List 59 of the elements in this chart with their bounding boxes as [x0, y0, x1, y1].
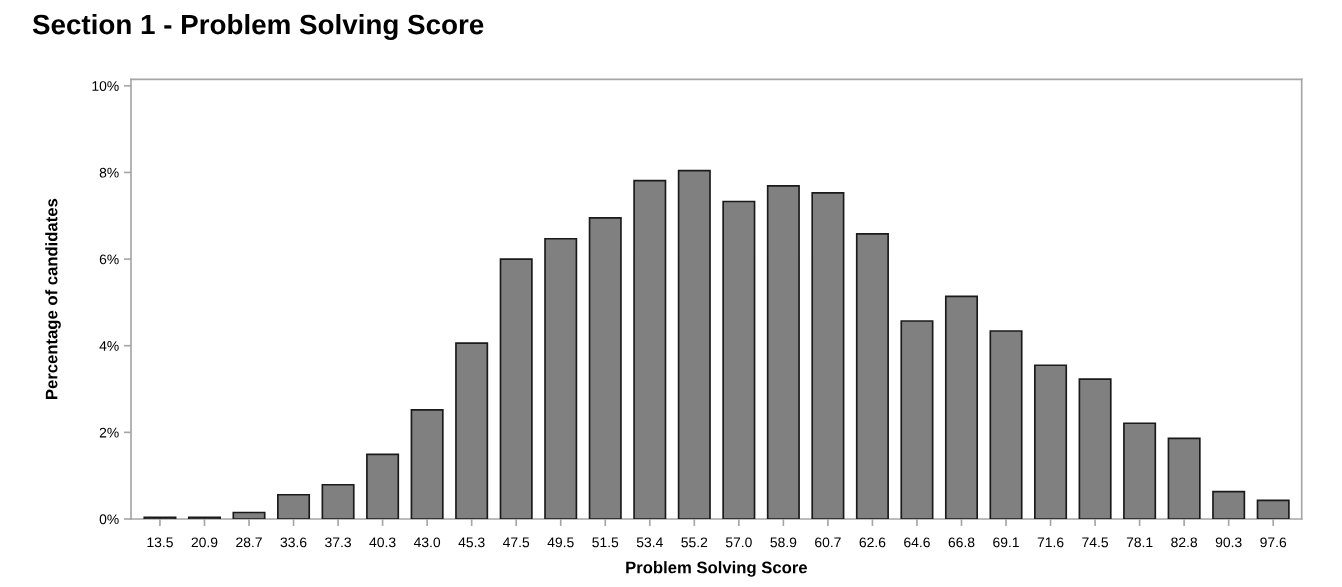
x-axis-title: Problem Solving Score: [626, 561, 808, 577]
x-tick-label: 58.9: [770, 537, 797, 548]
x-tick-label: 78.1: [1126, 537, 1153, 548]
x-tick-label: 74.5: [1082, 537, 1109, 548]
x-tick-label: 49.5: [547, 537, 574, 548]
x-tick-label: 62.6: [859, 537, 886, 548]
bar: [410, 408, 444, 519]
bar: [321, 483, 355, 519]
x-tick-label: 37.3: [325, 537, 351, 548]
bar: [633, 179, 667, 519]
y-tick-label: 10%: [92, 81, 119, 91]
x-tick-label: 33.6: [280, 537, 307, 548]
bar: [544, 237, 578, 519]
y-tick-label: 6%: [99, 254, 119, 265]
y-tick-label: 2%: [99, 427, 119, 438]
x-tick-label: 13.5: [147, 537, 173, 548]
x-tick-label: 47.5: [502, 537, 530, 548]
x-tick-label: 82.8: [1171, 537, 1198, 548]
bar: [1034, 364, 1068, 519]
x-tick-label: 28.7: [236, 537, 262, 548]
bar: [766, 185, 800, 519]
y-axis-title: Percentage of candidates: [45, 198, 61, 399]
x-tick-label: 43.0: [413, 537, 441, 548]
x-tick-label: 90.3: [1215, 537, 1242, 548]
bar: [677, 169, 711, 519]
bar: [455, 342, 489, 519]
bar: [1256, 499, 1290, 519]
bar: [989, 330, 1023, 519]
x-tick-label: 57.0: [725, 537, 752, 548]
bar: [588, 217, 622, 519]
y-tick-label: 8%: [99, 167, 119, 178]
x-tick-label: 60.7: [815, 537, 841, 548]
x-tick-label: 66.8: [948, 537, 975, 548]
x-tick-label: 69.1: [993, 537, 1019, 548]
x-tick-label: 45.3: [458, 537, 485, 548]
bar: [900, 320, 934, 519]
x-tick-label: 20.9: [191, 537, 218, 548]
y-tick-label: 4%: [99, 341, 119, 351]
x-tick-label: 51.5: [592, 537, 619, 548]
bar: [232, 511, 266, 519]
bar: [1212, 490, 1246, 519]
x-tick-label: 64.6: [904, 537, 930, 548]
bar: [366, 453, 400, 519]
bar: [1167, 437, 1201, 519]
x-tick-label: 71.6: [1037, 537, 1064, 548]
x-tick-label: 53.4: [636, 537, 663, 548]
bar: [722, 200, 756, 519]
x-tick-label: 97.6: [1260, 537, 1287, 548]
bar: [499, 258, 533, 519]
x-tick-label: 40.3: [369, 537, 396, 548]
bar: [855, 233, 889, 519]
bar: [811, 191, 845, 519]
chart-title: Section 1 - Problem Solving Score: [32, 13, 484, 41]
bar: [1123, 422, 1157, 519]
bar: [1078, 378, 1112, 519]
bar: [277, 493, 311, 519]
bar: [944, 295, 979, 519]
y-tick-label: 0%: [99, 514, 119, 525]
x-tick-label: 55.2: [681, 537, 708, 548]
